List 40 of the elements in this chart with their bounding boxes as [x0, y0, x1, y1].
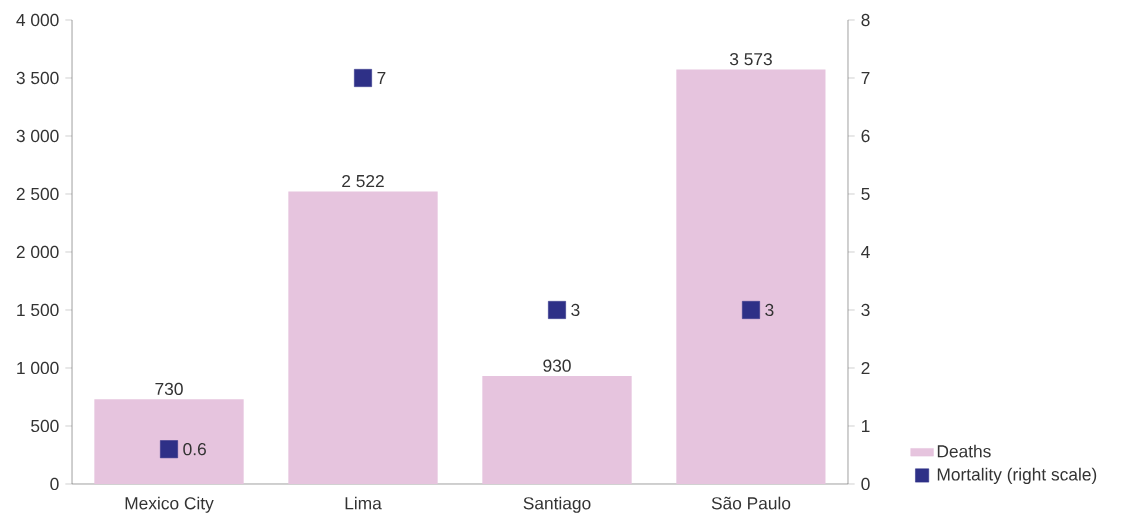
data-label: 930 [543, 359, 571, 372]
y2-tick-label: 8 [861, 13, 870, 27]
y2-tick-label: 2 [861, 361, 870, 375]
y2-tick-label: 5 [861, 187, 870, 201]
data-label: 0.6 [183, 443, 206, 456]
point [160, 440, 178, 459]
data-label: 730 [155, 382, 183, 396]
y-tick-label: 1 000 [17, 361, 59, 375]
y-tick-label: 1 500 [17, 303, 59, 317]
y-tick-label: 500 [31, 419, 59, 433]
x-tick-label: Santiago [523, 496, 591, 513]
legend-label: Mortality (right scale) [937, 467, 1097, 485]
data-label: 3 [765, 303, 774, 317]
y-tick-label: 4 000 [16, 13, 59, 27]
y-tick-label: 0 [50, 477, 59, 491]
data-label: 3 573 [729, 52, 772, 66]
y-tick-label: 3 000 [16, 129, 59, 143]
bar [288, 191, 438, 484]
y2-tick-label: 6 [861, 129, 870, 143]
bar [482, 376, 632, 484]
x-tick-label: São Paulo [711, 496, 791, 510]
y2-tick-label: 7 [861, 72, 870, 84]
data-label: 3 [571, 303, 580, 317]
y2-tick-label: 4 [861, 246, 870, 258]
legend-label: Deaths [937, 444, 991, 458]
point [742, 301, 760, 319]
bar [94, 399, 244, 484]
y2-tick-label: 0 [861, 477, 870, 491]
x-tick-label: Lima [345, 496, 382, 510]
y2-tick-label: 1 [862, 420, 870, 432]
y2-tick-label: 3 [861, 303, 870, 317]
data-label: 7 [377, 72, 386, 84]
data-label: 2 522 [342, 174, 384, 188]
y-tick-label: 2 000 [16, 245, 59, 259]
point [354, 69, 372, 87]
bar [676, 69, 826, 484]
point [548, 301, 566, 319]
y-tick-label: 3 500 [16, 71, 59, 85]
x-tick-label: Mexico City [125, 496, 214, 513]
y-tick-label: 2 500 [16, 187, 59, 201]
